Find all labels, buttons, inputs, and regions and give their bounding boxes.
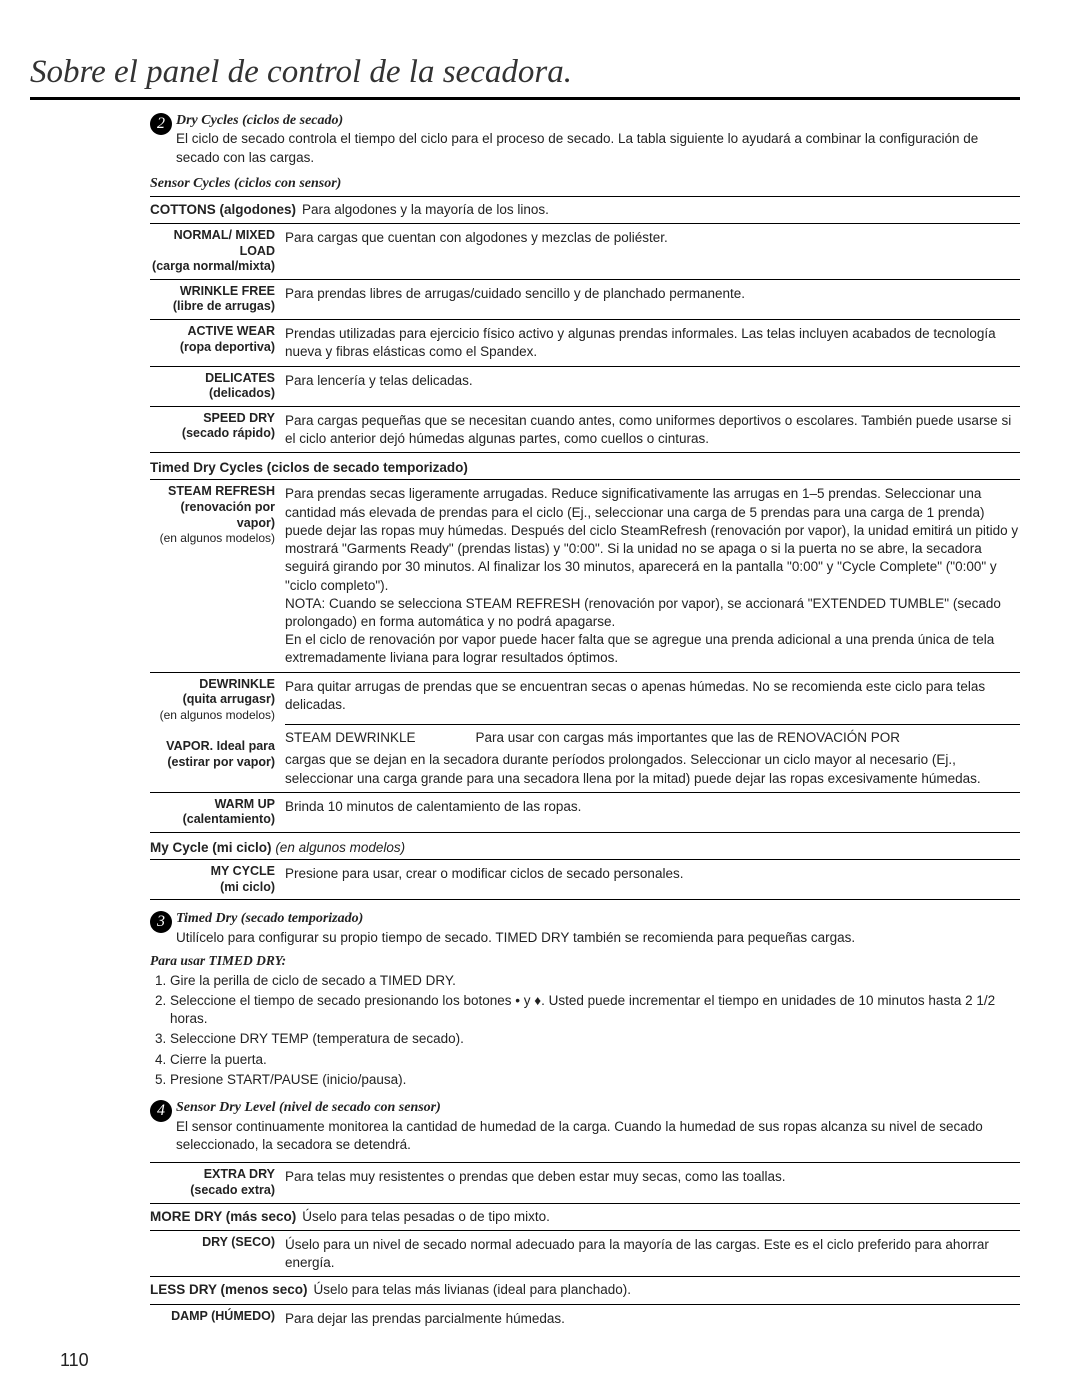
para-usar-heading: Para usar TIMED DRY: [150, 952, 1020, 970]
list-item: Presione START/PAUSE (inicio/pausa). [170, 1071, 1020, 1089]
row-desc: Para cargas pequeñas que se necesitan cu… [285, 411, 1020, 448]
lessdry-desc: Úselo para telas más livianas (ideal par… [314, 1281, 631, 1299]
cottons-label: COTTONS (algodones) [150, 201, 302, 219]
badge-2-icon: 2 [150, 113, 172, 135]
row-desc: Para cargas que cuentan con algodones y … [285, 228, 1020, 275]
row-label: DELICATES [205, 371, 275, 385]
list-item: Seleccione DRY TEMP (temperatura de seca… [170, 1030, 1020, 1048]
sensor-dry-intro: El sensor continuamente monitorea la can… [176, 1118, 1020, 1154]
dry-cycles-heading: Dry Cycles (ciclos de secado) [176, 112, 1020, 131]
page-number: 110 [60, 1348, 89, 1372]
list-item: Cierre la puerta. [170, 1051, 1020, 1069]
row-sub: (calentamiento) [183, 812, 275, 826]
vapor-label: VAPOR. Ideal para [166, 739, 275, 753]
row-label: ACTIVE WEAR [188, 324, 276, 338]
row-sub: (renovación por vapor) [181, 500, 275, 530]
row-sub: (carga normal/mixta) [152, 259, 275, 273]
row-sub: (delicados) [209, 386, 275, 400]
more-dry-row: MORE DRY (más seco) Úselo para telas pes… [150, 1204, 1020, 1231]
row-desc-3: En el ciclo de renovación por vapor pued… [285, 631, 1020, 667]
moredry-label: MORE DRY (más seco) [150, 1208, 302, 1226]
badge-4-icon: 4 [150, 1100, 172, 1122]
extra-dry-row: EXTRA DRY (secado extra) Para telas muy r… [150, 1163, 1020, 1203]
steam-dewrinkle-desc: Para usar con cargas más importantes que… [476, 729, 900, 747]
row-sub: (libre de arrugas) [173, 299, 275, 313]
dry-row: DRY (seco) Úselo para un nivel de secado… [150, 1231, 1020, 1277]
row-desc: Úselo para un nivel de secado normal ade… [285, 1235, 1020, 1272]
table-row: DELICATES(delicados) Para lencería y tel… [150, 367, 1020, 407]
cottons-row: COTTONS (algodones) Para algodones y la … [150, 197, 1020, 224]
row-desc: Prendas utilizadas para ejercicio físico… [285, 324, 1020, 361]
badge-3-icon: 3 [150, 911, 172, 933]
dewrinkle-row: DEWRINKLE (quita arrugasr) (en algunos m… [150, 673, 1020, 792]
row-desc: Para dejar las prendas parcialmente húme… [285, 1309, 1020, 1328]
row-label: WRINKLE FREE [180, 284, 275, 298]
row-label: NORMAL/ MIXED LOAD [174, 228, 275, 258]
row-desc: Presione para usar, crear o modificar ci… [285, 864, 1020, 895]
row-note: (en algunos modelos) [160, 708, 275, 722]
moredry-desc: Úselo para telas pesadas o de tipo mixto… [302, 1208, 550, 1226]
timed-dry-cycles-heading: Timed Dry Cycles (ciclos de secado tempo… [150, 453, 1020, 480]
row-sub: (secado extra) [190, 1183, 275, 1197]
row-sub: (mi ciclo) [220, 880, 275, 894]
mycycle-heading: My Cycle (mi ciclo) (en algunos modelos) [150, 833, 1020, 860]
row-label: WARM UP [215, 797, 275, 811]
mycycle-note: (en algunos modelos) [275, 840, 405, 855]
row-desc: Brinda 10 minutos de calentamiento de la… [285, 797, 1020, 828]
row-label: DEWRINKLE [199, 677, 275, 691]
section-4-header: 4 Sensor Dry Level (nivel de secado con … [150, 1099, 1020, 1154]
table-row: NORMAL/ MIXED LOAD(carga normal/mixta) P… [150, 224, 1020, 280]
table-row: WRINKLE FREE(libre de arrugas) Para pren… [150, 280, 1020, 320]
cottons-desc: Para algodones y la mayoría de los linos… [302, 201, 549, 219]
vapor-sub: (estirar por vapor) [167, 755, 275, 769]
row-desc: Para quitar arrugas de prendas que se en… [285, 678, 1020, 714]
row-desc: Para prendas secas ligeramente arrugadas… [285, 485, 1020, 594]
mycycle-row: MY CYCLE (mi ciclo) Presione para usar, c… [150, 860, 1020, 900]
table-row: ACTIVE WEAR (ropa deportiva) Prendas util… [150, 320, 1020, 366]
page-title: Sobre el panel de control de la secadora… [30, 50, 1020, 100]
lessdry-label: LESS DRY (menos seco) [150, 1281, 314, 1299]
row-desc-2: NOTA: Cuando se selecciona STEAM REFRESH… [285, 595, 1020, 631]
dry-cycles-intro: El ciclo de secado controla el tiempo de… [176, 130, 1020, 166]
list-item: Seleccione el tiempo de secado presionan… [170, 992, 1020, 1028]
row-label: STEAM REFRESH [168, 484, 275, 498]
row-sub: (secado rápido) [182, 426, 275, 440]
steam-dewrinkle-label: STEAM DEWRINKLE [285, 729, 476, 747]
timed-dry-intro: Utilícelo para configurar su propio tiem… [176, 929, 1020, 947]
row-label: MY CYCLE [211, 864, 275, 878]
timed-dry-steps: Gire la perilla de ciclo de secado a TIM… [170, 972, 1020, 1089]
row-desc: Para prendas libres de arrugas/cuidado s… [285, 284, 1020, 315]
row-label: SPEED DRY [203, 411, 275, 425]
sensor-dry-heading: Sensor Dry Level (nivel de secado con se… [176, 1099, 1020, 1118]
list-item: Gire la perilla de ciclo de secado a TIM… [170, 972, 1020, 990]
warmup-row: WARM UP(calentamiento) Brinda 10 minutos… [150, 793, 1020, 833]
content: 2 Dry Cycles (ciclos de secado) El ciclo… [150, 112, 1020, 1332]
section-3-header: 3 Timed Dry (secado temporizado) Utilíce… [150, 910, 1020, 947]
row-label: DAMP (húmedo) [171, 1309, 275, 1323]
vapor-desc: cargas que se dejan en la secadora duran… [285, 751, 1020, 787]
section-2-header: 2 Dry Cycles (ciclos de secado) El ciclo… [150, 112, 1020, 167]
mycycle-label: My Cycle (mi ciclo) [150, 840, 272, 855]
row-desc: Para telas muy resistentes o prendas que… [285, 1167, 1020, 1198]
row-label: DRY (seco) [202, 1235, 275, 1249]
row-note: (en algunos modelos) [160, 531, 275, 545]
row-sub: (ropa deportiva) [180, 340, 275, 354]
row-sub: (quita arrugasr) [183, 692, 275, 706]
row-label: EXTRA DRY [204, 1167, 275, 1181]
damp-row: DAMP (húmedo) Para dejar las prendas par… [150, 1305, 1020, 1332]
steam-refresh-row: STEAM REFRESH (renovación por vapor) (en… [150, 480, 1020, 672]
timed-dry-heading: Timed Dry (secado temporizado) [176, 910, 1020, 929]
sensor-cycles-heading: Sensor Cycles (ciclos con sensor) [150, 175, 1020, 197]
row-desc: Para lencería y telas delicadas. [285, 371, 1020, 402]
less-dry-row: LESS DRY (menos seco) Úselo para telas m… [150, 1277, 1020, 1304]
sensor-cycles-table: NORMAL/ MIXED LOAD(carga normal/mixta) P… [150, 224, 1020, 453]
table-row: SPEED DRY(secado rápido) Para cargas peq… [150, 407, 1020, 453]
